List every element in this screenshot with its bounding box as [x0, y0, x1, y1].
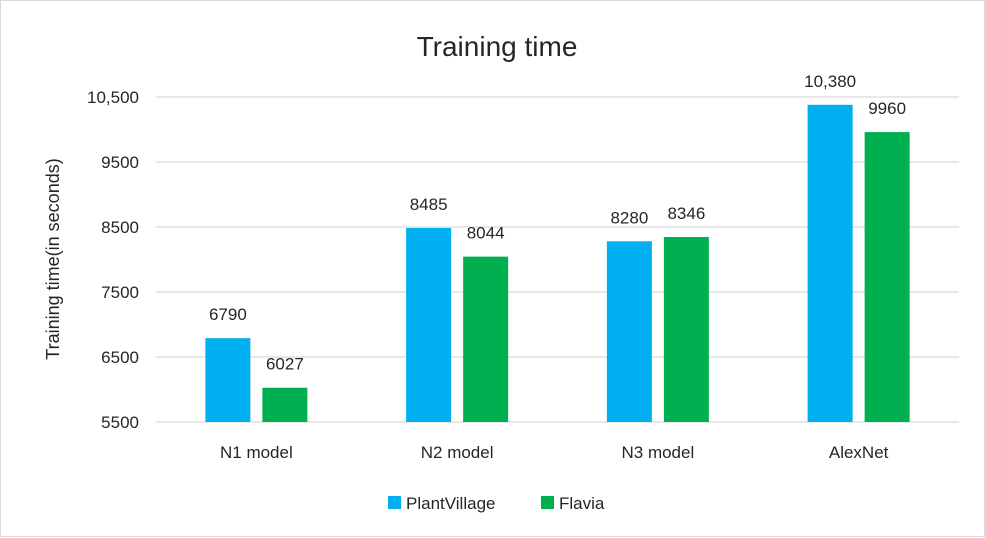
legend: PlantVillage Flavia — [388, 494, 605, 513]
chart-title: Training time — [417, 31, 578, 62]
y-axis-ticks: 5500 6500 7500 8500 9500 10,500 — [87, 88, 139, 432]
bar-flavia-3 — [864, 132, 910, 422]
x-tick-label: N1 model — [220, 443, 293, 462]
bar-flavia-2 — [663, 237, 709, 422]
y-tick-label: 8500 — [101, 218, 139, 237]
x-tick-label: N3 model — [621, 443, 694, 462]
x-tick-label: N2 model — [421, 443, 494, 462]
legend-swatch — [541, 496, 554, 509]
data-labels: 6790 6027 8485 8044 8280 8346 10,380 9960 — [209, 72, 906, 374]
y-tick-label: 6500 — [101, 348, 139, 367]
bar-plantvillage-1 — [406, 227, 452, 422]
data-label: 8280 — [610, 208, 648, 227]
y-tick-label: 5500 — [101, 413, 139, 432]
legend-label: PlantVillage — [406, 494, 495, 513]
data-label: 10,380 — [804, 72, 856, 91]
y-tick-label: 10,500 — [87, 88, 139, 107]
data-label: 6027 — [266, 355, 304, 374]
x-axis-ticks: N1 model N2 model N3 model AlexNet — [220, 443, 889, 462]
bar-plantvillage-2 — [606, 241, 652, 422]
legend-swatch — [388, 496, 401, 509]
data-label: 8044 — [467, 224, 505, 243]
x-tick-label: AlexNet — [829, 443, 889, 462]
data-label: 9960 — [868, 99, 906, 118]
y-tick-label: 7500 — [101, 283, 139, 302]
y-tick-label: 9500 — [101, 153, 139, 172]
legend-label: Flavia — [559, 494, 605, 513]
data-label: 8346 — [667, 204, 705, 223]
y-axis-title: Training time(in seconds) — [43, 158, 63, 359]
bar-flavia-1 — [463, 256, 509, 422]
data-label: 6790 — [209, 305, 247, 324]
bar-plantvillage-0 — [205, 338, 251, 422]
data-label: 8485 — [410, 195, 448, 214]
bar-plantvillage-3 — [807, 104, 853, 423]
bar-flavia-0 — [262, 387, 308, 422]
bars — [205, 104, 910, 423]
